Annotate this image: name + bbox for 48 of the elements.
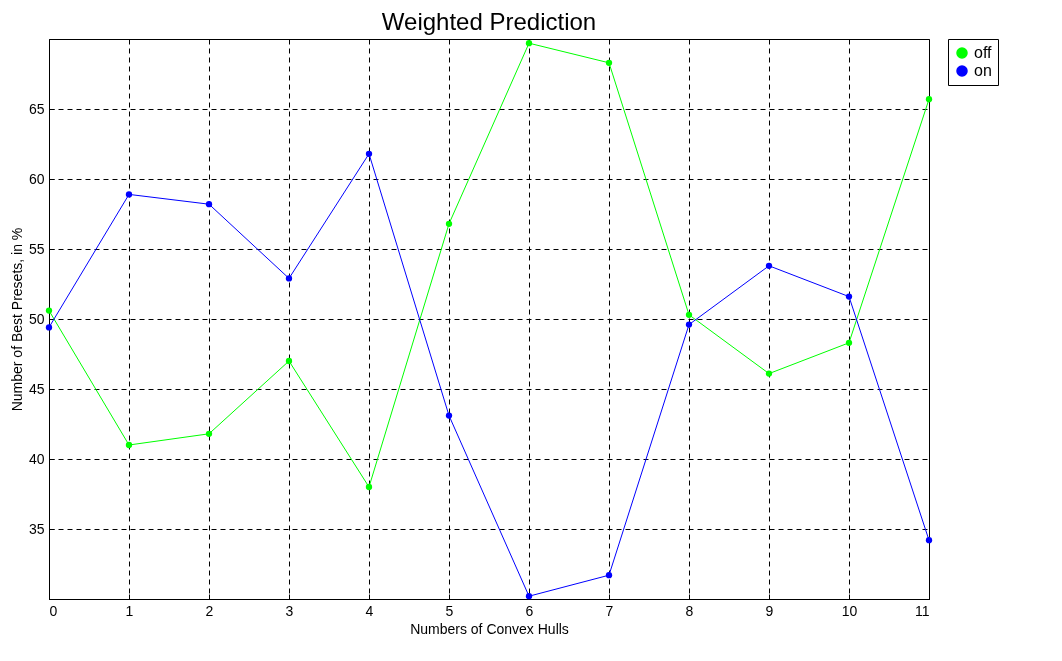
x-tick-label: 2 bbox=[205, 602, 214, 619]
point bbox=[445, 220, 453, 227]
x-tick-label: 3 bbox=[285, 602, 294, 619]
point bbox=[45, 307, 53, 314]
x-tick-label: 8 bbox=[685, 602, 694, 619]
y-tick-label: 65 bbox=[28, 100, 45, 117]
y-axis-title: Number of Best Presets, in % bbox=[8, 227, 25, 412]
chart-title: Weighted Prediction bbox=[381, 7, 597, 35]
y-tick-label: 40 bbox=[28, 450, 45, 467]
x-tick-label: 10 bbox=[841, 602, 858, 619]
point bbox=[205, 430, 213, 437]
point bbox=[605, 572, 613, 579]
point bbox=[685, 321, 693, 328]
point bbox=[365, 150, 373, 157]
legend-label: on bbox=[974, 62, 992, 79]
point bbox=[45, 324, 53, 331]
y-tick-label: 45 bbox=[28, 380, 45, 397]
point bbox=[365, 483, 373, 491]
point bbox=[285, 357, 293, 365]
y-tick-label: 50 bbox=[28, 310, 45, 327]
point bbox=[925, 96, 933, 103]
point bbox=[925, 537, 933, 544]
point bbox=[845, 339, 853, 346]
point bbox=[205, 201, 213, 208]
point bbox=[685, 311, 693, 318]
x-tick-label: 9 bbox=[765, 602, 774, 619]
x-tick-label: 7 bbox=[605, 602, 614, 619]
x-tick-label: 0 bbox=[49, 602, 58, 619]
x-tick-label: 11 bbox=[914, 602, 930, 619]
x-tick-label: 4 bbox=[365, 602, 374, 619]
y-tick-label: 55 bbox=[28, 240, 45, 257]
legend-label: off bbox=[974, 44, 993, 61]
y-tick-label: 60 bbox=[28, 170, 45, 187]
point bbox=[125, 441, 133, 449]
x-tick-label: 6 bbox=[525, 602, 534, 619]
point bbox=[845, 293, 853, 300]
point bbox=[605, 59, 613, 66]
x-tick-label: 5 bbox=[445, 602, 454, 619]
y-tick-label: 35 bbox=[28, 520, 45, 537]
point bbox=[525, 40, 533, 47]
point bbox=[445, 412, 453, 419]
point bbox=[125, 191, 133, 198]
x-axis-title: Numbers of Convex Hulls bbox=[410, 620, 569, 637]
point bbox=[285, 275, 293, 282]
point bbox=[765, 262, 773, 269]
point bbox=[525, 593, 533, 600]
point bbox=[765, 370, 773, 377]
x-tick-label: 1 bbox=[125, 602, 134, 619]
